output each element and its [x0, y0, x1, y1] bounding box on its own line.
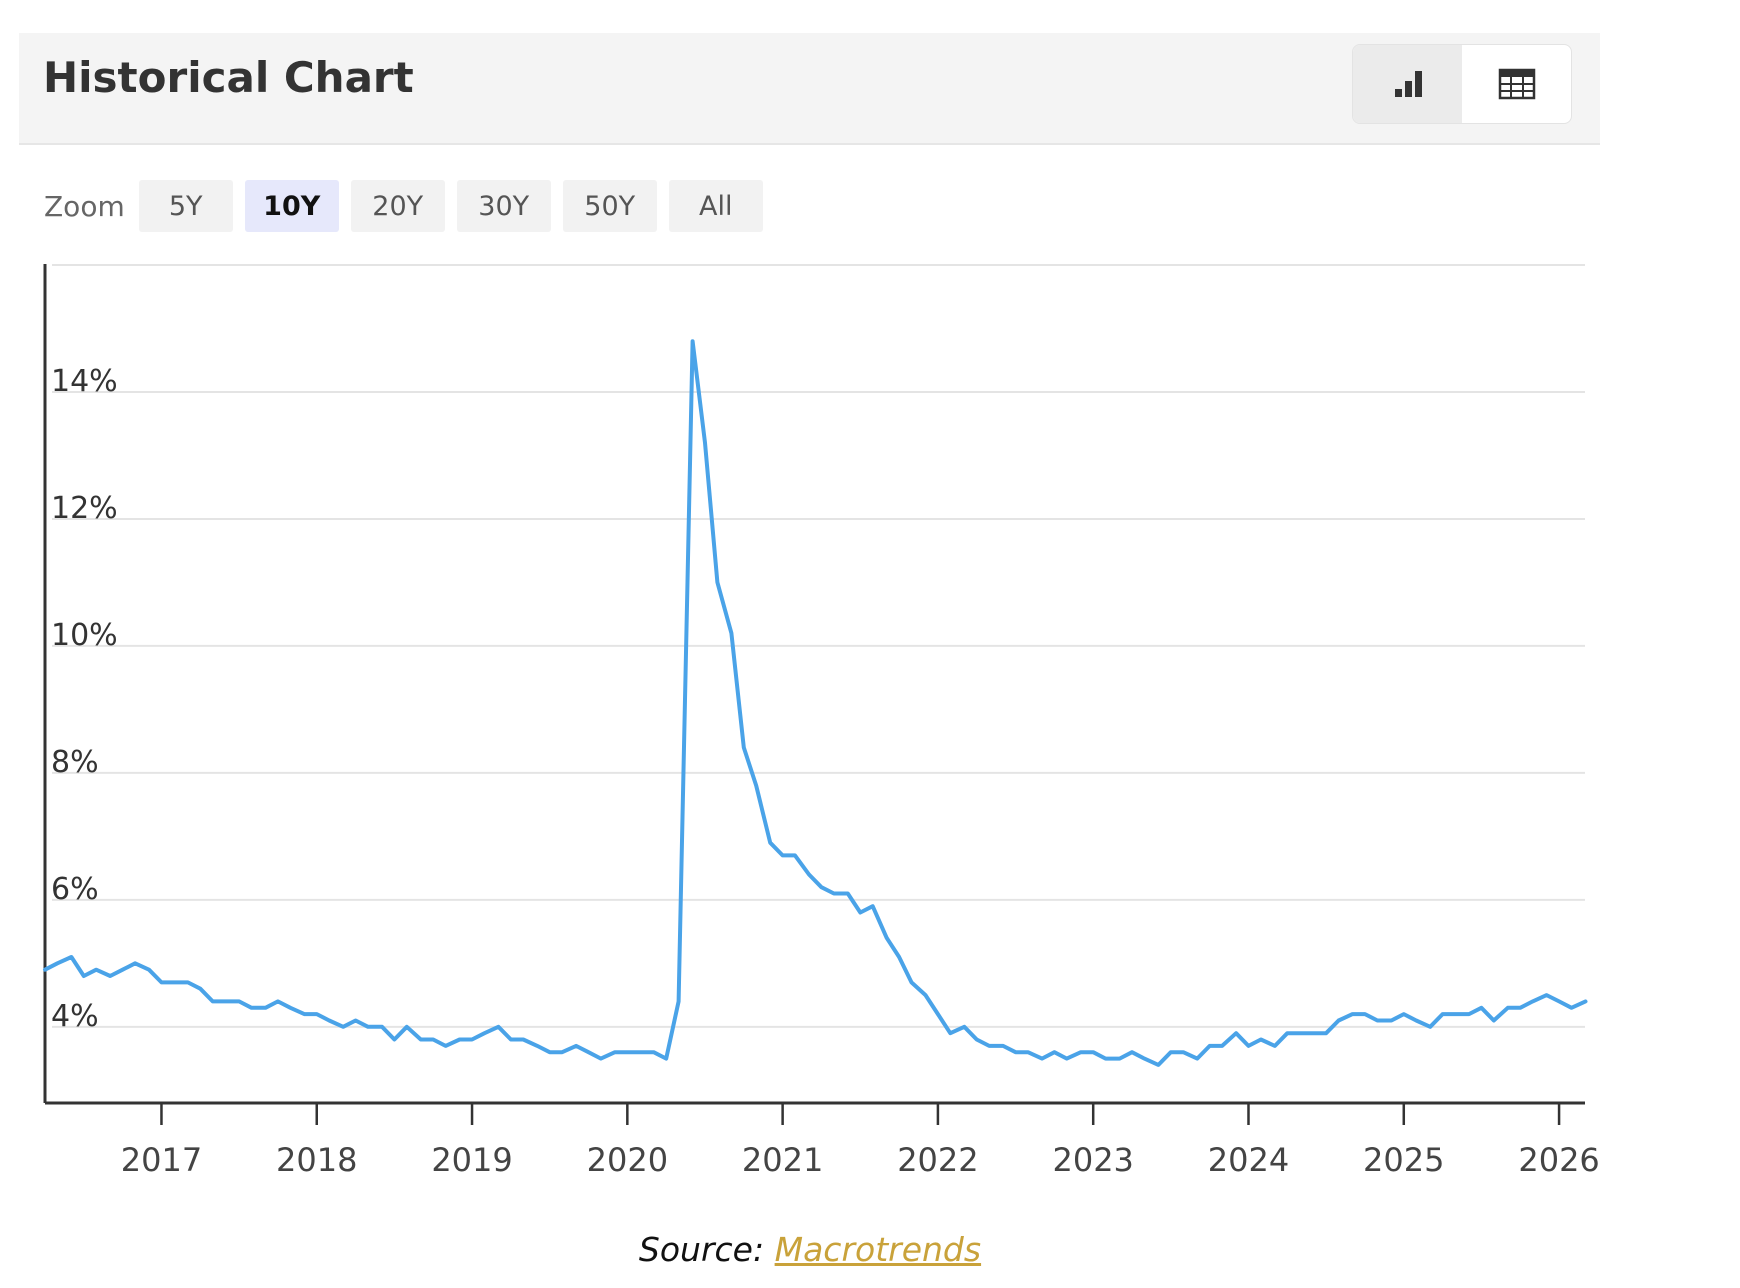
- chart-header: Historical Chart: [19, 33, 1600, 145]
- zoom-20y-button[interactable]: 20Y: [350, 180, 445, 232]
- x-tick-label: 2020: [587, 1141, 668, 1179]
- chart-view-button[interactable]: [1353, 45, 1462, 123]
- zoom-10y-button[interactable]: 10Y: [244, 180, 339, 232]
- y-tick-label: 10%: [51, 618, 118, 653]
- y-tick-label: 4%: [51, 999, 99, 1034]
- zoom-label: Zoom: [44, 189, 125, 223]
- zoom-50y-button[interactable]: 50Y: [562, 180, 657, 232]
- series-line: [43, 339, 1588, 1067]
- source-link[interactable]: Macrotrends: [774, 1230, 982, 1269]
- x-tick-label: 2025: [1363, 1141, 1444, 1179]
- x-tick-label: 2021: [742, 1141, 823, 1179]
- bar-chart-icon: [1394, 71, 1422, 97]
- table-icon: [1498, 68, 1535, 100]
- line-chart: 4% 6% 8% 10% 12% 14% 2017 2018 2019 2020 2021 2022 2…: [43, 264, 1600, 1179]
- zoom-5y-button[interactable]: 5Y: [138, 180, 233, 232]
- x-tick-label: 2018: [276, 1141, 357, 1179]
- zoom-bar: Zoom 5Y 10Y 20Y 30Y 50Y All: [44, 180, 775, 232]
- x-tick-label: 2022: [897, 1141, 978, 1179]
- y-tick-label: 12%: [51, 491, 118, 526]
- x-tick-label: 2023: [1052, 1141, 1133, 1179]
- x-tick-label: 2026: [1518, 1141, 1599, 1179]
- source-prefix: Source:: [638, 1230, 775, 1269]
- zoom-30y-button[interactable]: 30Y: [456, 180, 551, 232]
- x-tick-label: 2017: [121, 1141, 202, 1179]
- y-tick-label: 8%: [51, 745, 99, 780]
- view-toggle: [1352, 44, 1572, 124]
- table-view-button[interactable]: [1462, 45, 1571, 123]
- y-tick-label: 6%: [51, 872, 99, 907]
- x-tick-label: 2019: [431, 1141, 512, 1179]
- x-tick-label: 2024: [1208, 1141, 1289, 1179]
- zoom-all-button[interactable]: All: [668, 180, 763, 232]
- source-caption: Source: Macrotrends: [0, 1230, 1620, 1269]
- y-tick-label: 14%: [51, 364, 118, 399]
- page-title: Historical Chart: [43, 53, 414, 102]
